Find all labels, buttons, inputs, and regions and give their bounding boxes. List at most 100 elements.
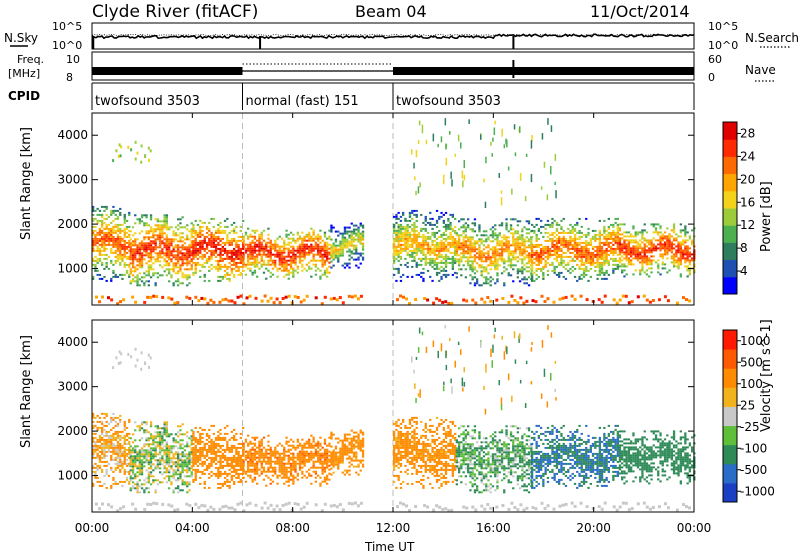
echo-cell bbox=[129, 487, 132, 490]
echo-cell bbox=[677, 257, 680, 260]
echo-cell bbox=[161, 234, 164, 237]
echo-cell bbox=[573, 253, 577, 256]
echo-cell bbox=[181, 244, 184, 247]
echo-cell bbox=[292, 249, 295, 252]
echo-cell bbox=[247, 259, 250, 262]
echo-cell bbox=[489, 228, 492, 231]
echo-cell bbox=[688, 255, 691, 258]
echo-cell bbox=[471, 278, 474, 281]
echo-cell bbox=[641, 237, 644, 240]
echo-cell bbox=[424, 243, 427, 246]
echo-cell bbox=[265, 247, 268, 250]
echo-cell bbox=[516, 230, 519, 233]
echo-cell bbox=[438, 229, 441, 232]
echo-cell bbox=[546, 297, 550, 301]
echo-cell bbox=[587, 251, 590, 254]
echo-cell bbox=[119, 257, 122, 260]
echo-cell bbox=[607, 237, 610, 240]
echo-cell bbox=[467, 260, 470, 263]
echo-cell bbox=[645, 259, 649, 262]
echo-cell bbox=[438, 245, 441, 248]
echo-cell bbox=[582, 249, 586, 252]
echo-cell bbox=[298, 237, 302, 240]
echo-cell bbox=[131, 234, 135, 237]
echo-cell bbox=[149, 250, 153, 253]
echo-cell bbox=[147, 236, 150, 239]
echo-cell bbox=[503, 250, 506, 253]
echo-cell bbox=[433, 231, 436, 234]
echo-cell bbox=[256, 255, 259, 258]
echo-cell bbox=[94, 456, 97, 459]
echo-cell bbox=[107, 462, 111, 465]
echo-cell bbox=[359, 240, 362, 243]
echo-cell bbox=[156, 461, 159, 464]
echo-cell bbox=[406, 239, 409, 242]
echo-cell bbox=[152, 228, 155, 231]
echo-cell bbox=[131, 481, 135, 484]
echo-cell bbox=[119, 231, 122, 234]
echo-cell bbox=[578, 237, 581, 240]
echo-cell bbox=[317, 235, 320, 238]
echo-cell bbox=[359, 242, 362, 245]
echo-cell bbox=[677, 249, 680, 252]
echo-cell bbox=[110, 420, 113, 423]
echo-cell bbox=[542, 265, 545, 268]
echo-cell bbox=[525, 278, 528, 281]
echo-cell bbox=[110, 418, 113, 421]
echo-cell bbox=[147, 244, 150, 247]
echo-cell bbox=[244, 273, 248, 276]
echo-cell bbox=[161, 435, 164, 438]
echo-cell bbox=[138, 220, 141, 223]
echo-cell bbox=[630, 300, 634, 304]
echo-cell bbox=[125, 271, 129, 274]
echo-cell bbox=[534, 300, 538, 304]
echo-cell bbox=[123, 249, 126, 252]
echo-cell bbox=[643, 243, 646, 246]
echo-cell bbox=[399, 239, 403, 242]
echo-cell bbox=[507, 274, 510, 277]
echo-cell bbox=[476, 248, 479, 251]
echo-cell bbox=[518, 250, 522, 253]
echo-cell bbox=[537, 243, 540, 246]
echo-cell bbox=[147, 284, 150, 287]
echo-cell bbox=[138, 258, 141, 261]
echo-cell bbox=[516, 272, 519, 275]
echo-cell bbox=[494, 262, 497, 265]
echo-cell bbox=[170, 252, 173, 255]
echo-cell bbox=[129, 461, 132, 464]
echo-cell bbox=[582, 275, 586, 278]
echo-cell bbox=[116, 482, 120, 485]
echo-cell bbox=[616, 243, 619, 246]
echo-cell bbox=[134, 270, 137, 273]
echo-cell bbox=[136, 284, 139, 287]
echo-cell bbox=[183, 248, 187, 251]
echo-cell bbox=[138, 222, 141, 225]
echo-cell bbox=[571, 229, 574, 232]
echo-cell bbox=[507, 166, 510, 171]
echo-cell bbox=[546, 231, 550, 234]
echo-cell bbox=[431, 279, 434, 282]
echo-cell bbox=[101, 245, 104, 248]
echo-cell bbox=[527, 254, 531, 257]
frequency-panel: Freq. [MHz] 10 8 60 0 Nave bbox=[8, 51, 776, 84]
echo-cell bbox=[92, 440, 95, 443]
echo-cell bbox=[152, 262, 155, 265]
echo-cell bbox=[96, 219, 99, 222]
echo-cell bbox=[129, 252, 132, 255]
echo-cell bbox=[192, 239, 195, 242]
echo-cell bbox=[110, 442, 113, 445]
echo-cell bbox=[610, 235, 613, 238]
echo-cell bbox=[567, 241, 570, 244]
echo-cell bbox=[406, 223, 409, 226]
echo-cell bbox=[149, 483, 153, 486]
echo-cell bbox=[161, 256, 164, 259]
echo-cell bbox=[514, 152, 517, 157]
echo-cell bbox=[271, 267, 275, 270]
echo-cell bbox=[188, 262, 191, 265]
echo-cell bbox=[274, 247, 277, 250]
echo-cell bbox=[280, 249, 284, 252]
echo-cell bbox=[274, 263, 277, 266]
echo-cell bbox=[460, 246, 463, 249]
echo-cell bbox=[125, 438, 129, 441]
echo-cell bbox=[399, 249, 403, 252]
